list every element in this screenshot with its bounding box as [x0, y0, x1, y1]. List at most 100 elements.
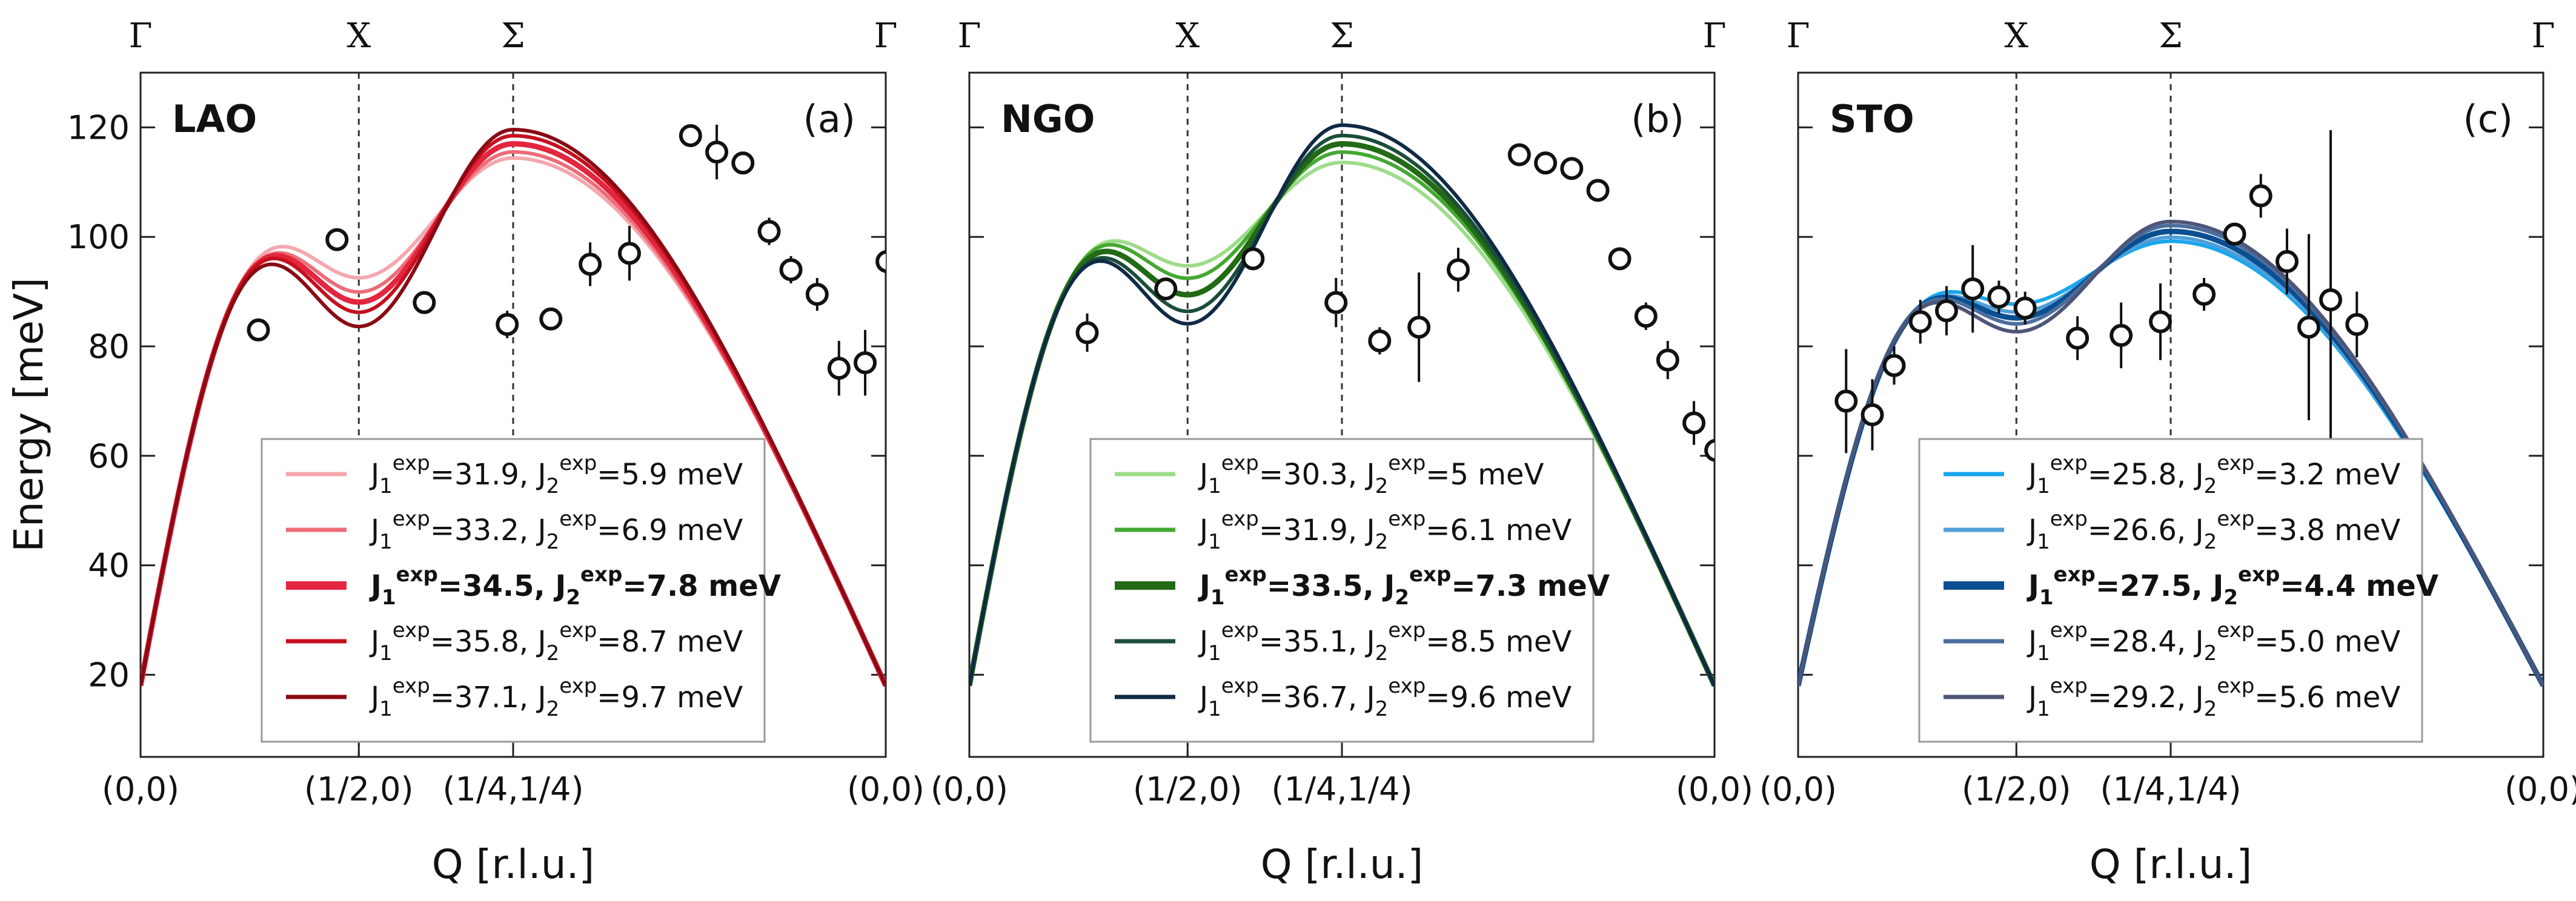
data-point	[539, 307, 563, 331]
panel-letter-label: (a)	[803, 97, 855, 141]
J1-value: =34.5,	[438, 569, 545, 603]
data-point	[827, 357, 851, 380]
subscript-1: 1	[379, 697, 393, 721]
subscript-1: 1	[1208, 641, 1221, 665]
J-symbol: J	[1198, 625, 1208, 659]
J2-value: =6.1 meV	[1426, 513, 1572, 547]
data-point	[2193, 283, 2216, 306]
data-point	[496, 312, 519, 336]
y-tick-label: 60	[88, 437, 130, 475]
subscript-2: 2	[546, 474, 560, 498]
J-symbol: J	[369, 513, 379, 547]
legend-entry-5: J1exp=36.7, J2exp=9.6 meV	[1198, 674, 1572, 721]
subscript-2: 2	[1375, 530, 1389, 554]
data-point	[679, 124, 702, 147]
J-symbol: J	[1198, 513, 1208, 547]
J1-value: =30.3,	[1259, 458, 1357, 492]
subscript-2: 2	[1375, 697, 1389, 721]
J1-value: =35.8,	[430, 625, 528, 659]
superscript-exp: exp	[580, 563, 622, 587]
J-symbol: J	[2027, 681, 2037, 715]
superscript-exp: exp	[396, 563, 438, 587]
panel-lao: 20 40 60 80 100 120 (0,0) Γ (1/2,0) X (1/4,1/4) Σ (0…	[67, 16, 925, 888]
J2-value: =5.6 meV	[2254, 681, 2400, 715]
superscript-exp: exp	[1221, 507, 1259, 531]
J-symbol: J	[1357, 625, 1375, 659]
superscript-exp: exp	[1409, 563, 1451, 587]
J2-value: =7.8 meV	[622, 569, 781, 603]
legend-entry-3: J1exp=34.5, J2exp=7.8 meV	[369, 563, 781, 610]
data-point	[2110, 323, 2133, 347]
legend-entry-3: J1exp=27.5, J2exp=4.4 meV	[2027, 563, 2438, 610]
subscript-1: 1	[379, 474, 393, 498]
data-point	[705, 140, 729, 164]
data-point	[1704, 438, 1715, 462]
data-point	[2275, 249, 2299, 273]
subscript-2: 2	[546, 641, 560, 665]
superscript-exp: exp	[1225, 563, 1267, 587]
J-symbol: J	[2186, 458, 2203, 492]
J2-value: =5.9 meV	[597, 458, 743, 492]
J2-value: =7.3 meV	[1451, 569, 1610, 603]
superscript-exp: exp	[1388, 507, 1426, 531]
data-point	[617, 242, 641, 265]
data-point	[1634, 305, 1658, 328]
J-symbol: J	[1357, 458, 1375, 492]
data-point	[2249, 184, 2272, 208]
superscript-exp: exp	[2050, 451, 2088, 475]
subscript-2: 2	[1395, 586, 1409, 610]
legend-entry-1: J1exp=31.9, J2exp=5.9 meV	[369, 451, 743, 498]
symmetry-label: Γ	[874, 16, 898, 56]
symmetry-label: Γ	[1787, 16, 1810, 56]
x-tick-label: (1/4,1/4)	[2100, 770, 2241, 808]
x-axis-title: Q [r.l.u.]	[1261, 841, 1424, 888]
data-point	[1324, 291, 1348, 314]
data-point	[1682, 411, 1706, 435]
J2-value: =8.5 meV	[1426, 625, 1572, 659]
panel-name-label: LAO	[172, 97, 257, 141]
J2-value: =8.7 meV	[597, 625, 743, 659]
subscript-1: 1	[2037, 697, 2050, 721]
J-symbol: J	[528, 513, 546, 547]
J2-value: =6.9 meV	[597, 513, 743, 547]
data-point	[1908, 310, 1932, 334]
subscript-1: 1	[379, 530, 393, 554]
superscript-exp: exp	[559, 451, 597, 475]
J-symbol: J	[1198, 458, 1208, 492]
superscript-exp: exp	[1221, 674, 1259, 698]
data-point	[579, 252, 602, 276]
superscript-exp: exp	[2050, 618, 2088, 642]
J-symbol: J	[2027, 513, 2037, 547]
J2-value: =3.8 meV	[2254, 513, 2400, 547]
symmetry-label: Σ	[501, 16, 525, 56]
data-points	[1075, 143, 1715, 462]
data-point	[1368, 329, 1392, 352]
J-symbol: J	[1198, 681, 1208, 715]
symmetry-label: Γ	[1703, 16, 1727, 56]
series-line-5	[141, 128, 886, 687]
J-symbol: J	[2186, 513, 2203, 547]
subscript-1: 1	[1208, 474, 1221, 498]
J-symbol: J	[545, 569, 566, 603]
data-point	[875, 249, 886, 273]
J1-value: =36.7,	[1259, 681, 1357, 715]
J-symbol: J	[2186, 625, 2203, 659]
x-tick-label: (0,0)	[931, 770, 1008, 808]
J2-value: =5 meV	[1426, 458, 1544, 492]
legend-entry-4: J1exp=35.8, J2exp=8.7 meV	[369, 618, 743, 665]
data-point	[731, 151, 755, 175]
superscript-exp: exp	[1221, 451, 1259, 475]
J1-value: =33.2,	[430, 513, 528, 547]
symmetry-label: Γ	[129, 16, 153, 56]
data-point	[413, 291, 436, 314]
J2-value: =9.7 meV	[597, 681, 743, 715]
data-point	[1586, 179, 1610, 202]
data-point	[1987, 285, 2011, 309]
y-tick-label: 100	[67, 218, 130, 256]
data-point	[1075, 321, 1099, 345]
y-tick-label: 120	[67, 108, 130, 147]
superscript-exp: exp	[559, 674, 597, 698]
